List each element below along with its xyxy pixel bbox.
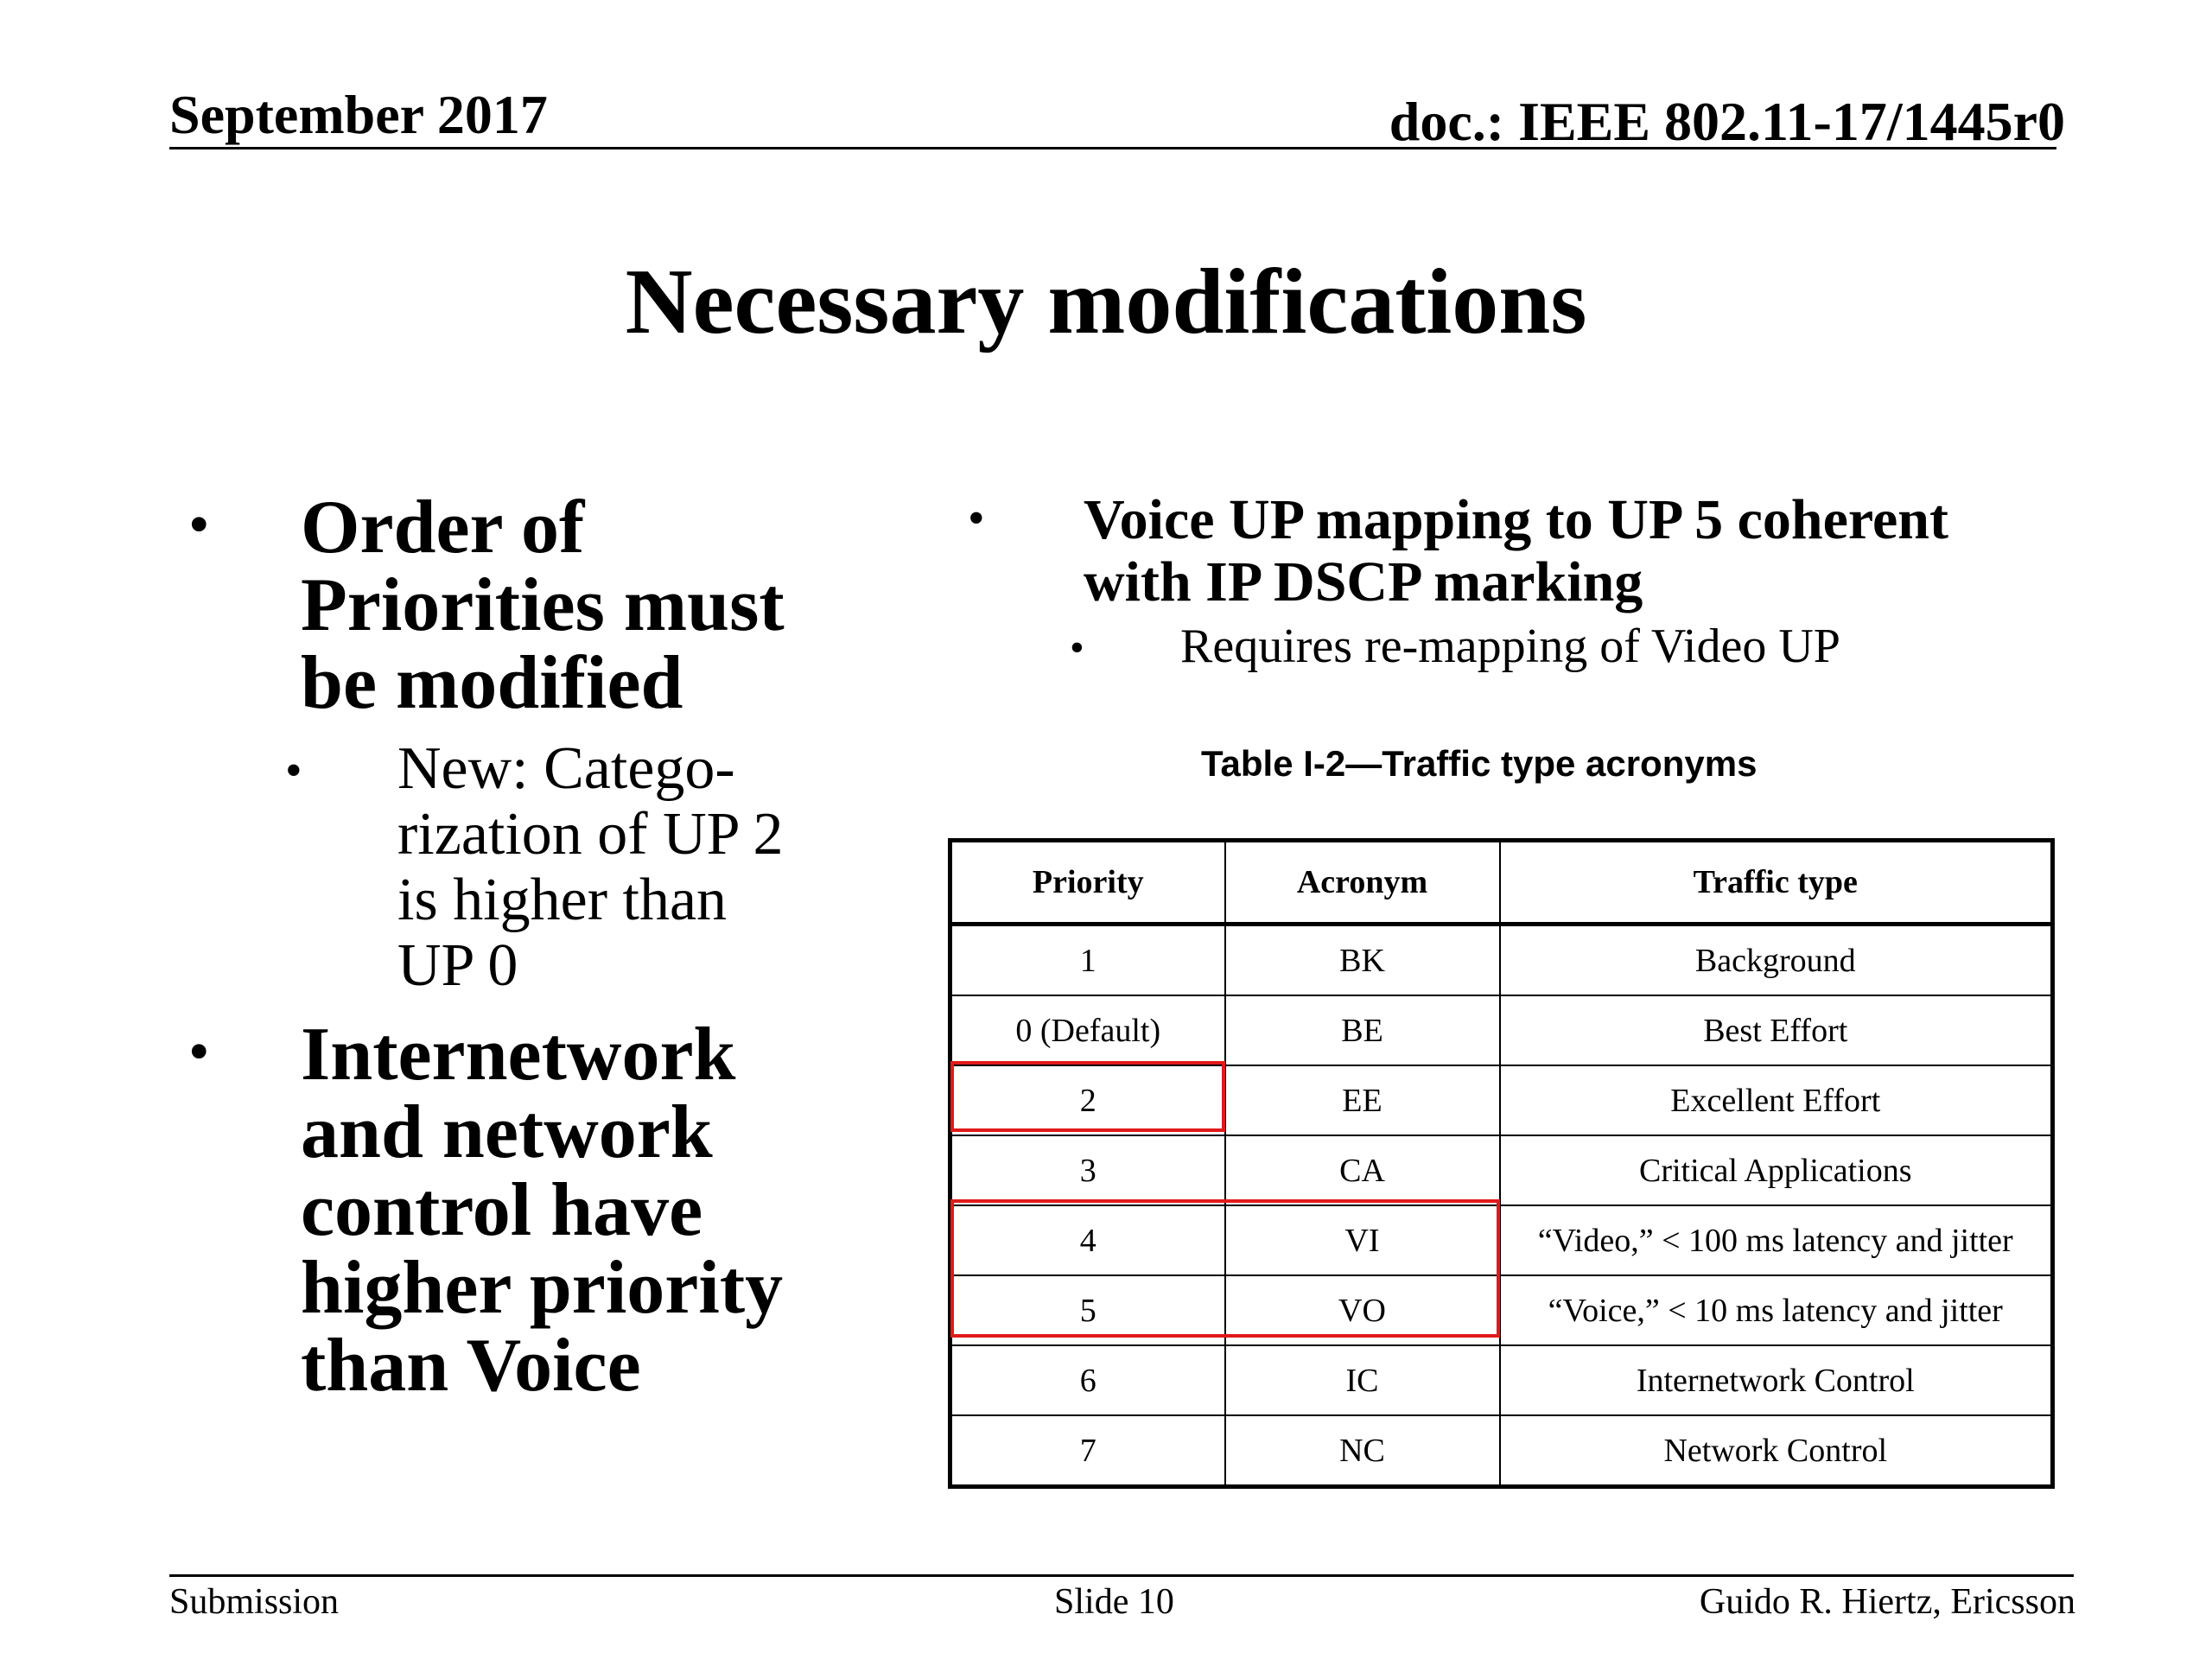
traffic-type-cell: Critical Applications [1498, 1135, 2054, 1206]
table-caption: Table I-2—Traffic type acronyms [1201, 743, 1758, 784]
header-doc-id: doc.: IEEE 802.11-17/1445r0 [1389, 91, 2065, 152]
column-header-traffic-type: Traffic type [1498, 839, 2054, 925]
table-row: 2 EE Excellent Effort [949, 1065, 2054, 1136]
column-header-priority: Priority [949, 839, 1226, 925]
traffic-type-table: Priority Acronym Traffic type 1 BK Backg… [948, 838, 2055, 1489]
traffic-type-cell: Internetwork Control [1498, 1344, 2054, 1416]
acronym-cell: CA [1224, 1135, 1501, 1206]
priority-cell: 1 [949, 923, 1226, 996]
bullet-dot: • [1070, 625, 1084, 671]
acronym-cell: EE [1224, 1065, 1501, 1136]
right-bullet-1: Voice UP mapping to UP 5 coherent with I… [1084, 488, 1948, 613]
table-row: 7 NC Network Control [949, 1414, 2054, 1488]
acronym-cell: BK [1224, 923, 1501, 996]
priority-cell: 2 [949, 1065, 1226, 1136]
column-header-acronym: Acronym [1224, 839, 1501, 925]
left-bullet-2: Internetwork and network control have hi… [301, 1013, 784, 1408]
bullet-dot: • [188, 492, 210, 558]
left-sub-bullet-1: New: Catego-rization of UP 2 is higher t… [397, 735, 784, 999]
header-date: September 2017 [169, 84, 548, 145]
traffic-type-cell: Best Effort [1498, 995, 2054, 1066]
traffic-type-cell: Background [1498, 923, 2054, 996]
acronym-cell: BE [1224, 995, 1501, 1066]
priority-cell: 0 (Default) [949, 995, 1226, 1066]
acronym-cell: IC [1224, 1344, 1501, 1416]
acronym-cell: VI [1224, 1205, 1501, 1276]
table-row: 3 CA Critical Applications [949, 1135, 2054, 1206]
traffic-type-cell: “Video,” < 100 ms latency and jitter [1498, 1205, 2054, 1276]
table-row: 1 BK Background [949, 923, 2054, 996]
bullet-dot: • [285, 744, 302, 798]
slide-title: Necessary modifications [625, 251, 1587, 353]
priority-cell: 6 [949, 1344, 1226, 1416]
left-bullet-1: Order of Priorities must be modified [301, 486, 785, 725]
table-row: 0 (Default) BE Best Effort [949, 995, 2054, 1066]
traffic-type-cell: Network Control [1498, 1414, 2054, 1488]
footer-submission: Submission [169, 1582, 340, 1622]
priority-cell: 7 [949, 1414, 1226, 1488]
highlight-box-video-voice [950, 1199, 1500, 1338]
footer-author: Guido R. Hiertz, Ericsson [1699, 1582, 2075, 1622]
traffic-type-cell: Excellent Effort [1498, 1065, 2054, 1136]
priority-cell: 3 [949, 1135, 1226, 1206]
right-sub-bullet-1: Requires re-mapping of Video UP [1180, 620, 1840, 673]
table-row: 4 VI “Video,” < 100 ms latency and jitte… [949, 1205, 2054, 1276]
traffic-type-cell: “Voice,” < 10 ms latency and jitter [1498, 1274, 2054, 1346]
table-header-row: Priority Acronym Traffic type [949, 839, 2054, 925]
header-divider [169, 147, 2056, 149]
table-row: 6 IC Internetwork Control [949, 1344, 2054, 1416]
bullet-dot: • [968, 492, 985, 545]
bullet-dot: • [188, 1019, 210, 1085]
footer-divider [169, 1574, 2074, 1577]
footer-slide-number: Slide 10 [1054, 1582, 1174, 1622]
highlight-box-up2 [950, 1061, 1225, 1132]
acronym-cell: NC [1224, 1414, 1501, 1488]
